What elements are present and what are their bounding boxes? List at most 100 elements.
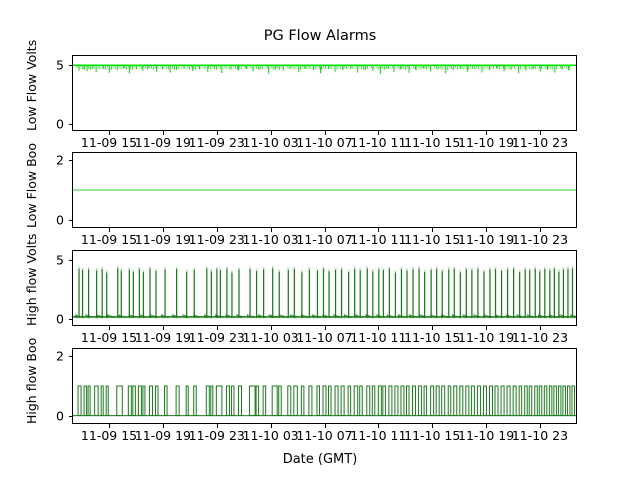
y-axis-label-2: Low Flow Boo bbox=[24, 143, 39, 228]
x-tick-label: 11-10 07 bbox=[296, 428, 353, 443]
page-title: PG Flow Alarms bbox=[263, 28, 377, 44]
x-tick-label: 11-10 23 bbox=[511, 330, 569, 345]
y-tick-mark bbox=[68, 159, 72, 161]
y-tick-mark bbox=[68, 123, 72, 125]
y-tick-mark bbox=[68, 318, 72, 320]
x-tick-mark bbox=[486, 228, 488, 232]
x-tick-mark bbox=[378, 326, 380, 330]
x-tick-label: 11-09 15 bbox=[80, 135, 138, 150]
x-tick-mark bbox=[486, 326, 488, 330]
x-tick-mark bbox=[539, 326, 542, 330]
subplot-1-canvas bbox=[73, 64, 576, 74]
x-tick-label: 11-09 19 bbox=[134, 330, 191, 345]
x-tick-label: 11-10 19 bbox=[457, 428, 515, 443]
x-tick-mark bbox=[162, 228, 164, 232]
x-tick-mark bbox=[109, 326, 111, 330]
y-tick-mark bbox=[68, 355, 72, 357]
x-tick-label: 11-10 19 bbox=[457, 330, 515, 345]
y-tick-mark bbox=[68, 416, 72, 418]
x-tick-mark bbox=[432, 228, 434, 232]
x-tick-mark bbox=[216, 228, 218, 232]
x-tick-label: 11-09 19 bbox=[134, 232, 191, 247]
x-tick-label: 11-09 15 bbox=[80, 232, 138, 247]
y-tick-label: 5 bbox=[56, 57, 64, 72]
x-tick-label: 11-10 19 bbox=[457, 135, 515, 150]
subplot-3 bbox=[72, 250, 577, 326]
y-tick-mark bbox=[68, 220, 72, 222]
x-tick-label: 11-09 15 bbox=[80, 330, 138, 345]
x-tick-mark bbox=[324, 326, 326, 330]
x-tick-mark bbox=[432, 326, 434, 330]
x-tick-label: 11-10 07 bbox=[296, 330, 353, 345]
x-tick-label: 11-09 23 bbox=[188, 428, 245, 443]
x-tick-mark bbox=[162, 326, 164, 330]
x-tick-mark bbox=[216, 131, 218, 135]
y-tick-label: 0 bbox=[56, 212, 64, 228]
y-axis-label-3: High flow Volts bbox=[24, 233, 39, 326]
x-tick-mark bbox=[162, 131, 164, 135]
x-tick-mark bbox=[378, 424, 380, 428]
subplot-2 bbox=[72, 152, 577, 228]
y-tick-label: 2 bbox=[56, 348, 64, 364]
x-tick-mark bbox=[270, 424, 272, 428]
x-tick-mark bbox=[162, 424, 164, 428]
y-tick-label: 0 bbox=[56, 116, 64, 132]
x-tick-mark bbox=[378, 228, 380, 232]
x-tick-label: 11-10 23 bbox=[511, 135, 569, 150]
x-tick-label: 11-10 03 bbox=[242, 428, 299, 443]
subplot-1 bbox=[72, 55, 577, 131]
x-tick-label: 11-09 15 bbox=[80, 428, 138, 443]
subplot-4 bbox=[72, 348, 577, 424]
x-tick-label: 11-10 11 bbox=[350, 135, 407, 150]
x-tick-mark bbox=[324, 228, 326, 232]
x-tick-label: 11-10 15 bbox=[404, 135, 461, 150]
x-tick-label: 11-09 23 bbox=[188, 135, 245, 150]
x-tick-mark bbox=[324, 424, 326, 428]
y-tick-label: 0 bbox=[56, 408, 64, 424]
x-tick-mark bbox=[216, 326, 218, 330]
x-tick-label: 11-10 15 bbox=[404, 428, 461, 443]
x-tick-label: 11-10 11 bbox=[350, 330, 407, 345]
x-tick-mark bbox=[109, 131, 111, 135]
x-tick-label: 11-10 15 bbox=[404, 232, 461, 247]
x-tick-label: 11-10 11 bbox=[350, 428, 407, 443]
y-tick-label: 2 bbox=[56, 152, 64, 168]
x-tick-label: 11-10 07 bbox=[296, 135, 353, 150]
x-tick-label: 11-09 19 bbox=[134, 428, 191, 443]
x-tick-mark bbox=[539, 228, 542, 232]
x-tick-mark bbox=[539, 131, 542, 135]
y-axis-label-4: High flow Boo bbox=[24, 337, 39, 424]
x-tick-label: 11-10 23 bbox=[511, 232, 569, 247]
x-tick-mark bbox=[270, 228, 272, 232]
x-tick-label: 11-09 23 bbox=[188, 330, 245, 345]
y-tick-label: 0 bbox=[56, 311, 64, 327]
x-tick-mark bbox=[539, 424, 542, 428]
x-tick-label: 11-09 23 bbox=[188, 232, 245, 247]
x-tick-label: 11-10 03 bbox=[242, 330, 299, 345]
x-tick-label: 11-10 11 bbox=[350, 232, 407, 247]
subplot-3-canvas bbox=[73, 266, 576, 319]
subplot-4-canvas bbox=[73, 385, 576, 417]
x-tick-label: 11-10 03 bbox=[242, 232, 299, 247]
x-tick-label: 11-10 23 bbox=[511, 428, 569, 443]
x-tick-mark bbox=[270, 326, 272, 330]
subplot-2-canvas bbox=[73, 189, 576, 191]
x-tick-mark bbox=[324, 131, 326, 135]
x-tick-mark bbox=[109, 228, 111, 232]
x-tick-mark bbox=[432, 131, 434, 135]
y-tick-mark bbox=[68, 64, 72, 66]
y-axis-label-1: Low Flow Volts bbox=[24, 39, 39, 131]
y-tick-mark bbox=[68, 259, 72, 261]
x-tick-label: 11-10 07 bbox=[296, 232, 353, 247]
x-tick-mark bbox=[432, 424, 434, 428]
x-tick-mark bbox=[486, 424, 488, 428]
x-tick-mark bbox=[270, 131, 272, 135]
x-tick-label: 11-10 03 bbox=[242, 135, 299, 150]
x-tick-mark bbox=[109, 424, 111, 428]
x-tick-mark bbox=[486, 131, 488, 135]
y-tick-label: 5 bbox=[56, 252, 64, 267]
x-tick-label: 11-10 19 bbox=[457, 232, 515, 247]
x-tick-label: 11-09 19 bbox=[134, 135, 191, 150]
x-tick-mark bbox=[216, 424, 218, 428]
